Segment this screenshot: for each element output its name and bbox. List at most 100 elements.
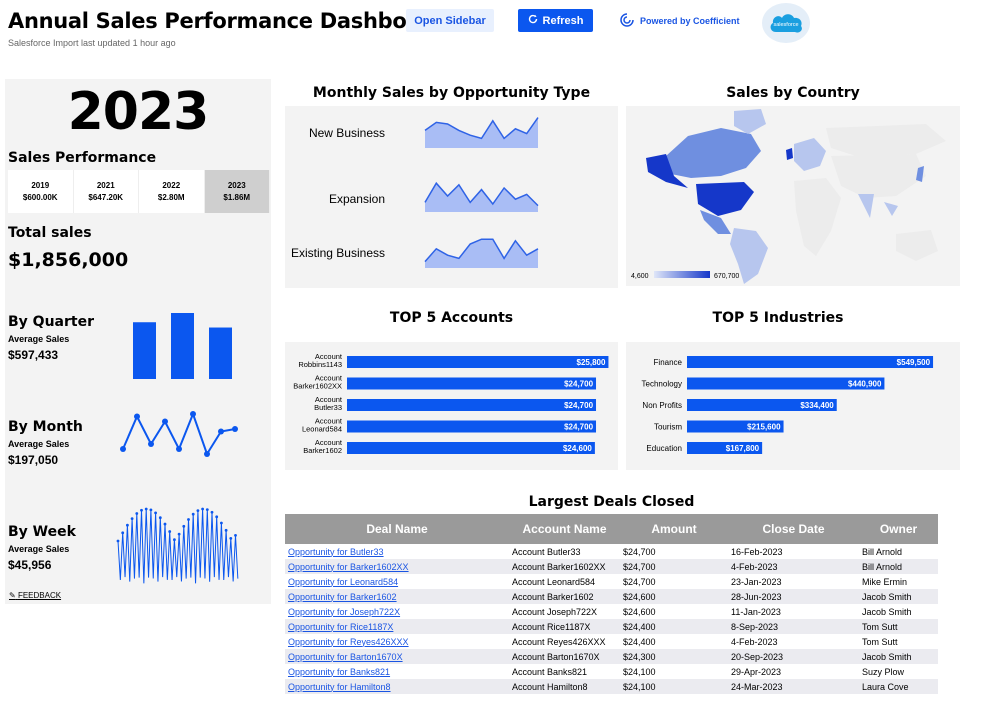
by-quarter-title: By Quarter [8, 314, 94, 330]
table-cell: 24-Mar-2023 [728, 679, 859, 694]
table-cell: Tom Sutt [862, 636, 898, 647]
month-point [190, 411, 196, 417]
open-sidebar-button[interactable]: Open Sidebar [406, 9, 494, 32]
deal-link[interactable]: Opportunity for Barker1602XX [285, 559, 509, 574]
monthly-sales-panel: New Business Expansion Existing Business [285, 106, 618, 288]
table-row: Opportunity for Hamilton8 Account Hamilto… [285, 679, 938, 694]
map-australia [896, 230, 938, 261]
column-header[interactable]: Close Date [728, 514, 859, 544]
deal-link[interactable]: Opportunity for Hamilton8 [285, 679, 509, 694]
month-line-chart [120, 411, 238, 457]
week-point [234, 533, 237, 537]
industry-label: Tourism [654, 423, 682, 432]
week-point [144, 507, 148, 511]
deal-link[interactable]: Opportunity for Rice1187X [285, 619, 509, 634]
account-value-label: $24,700 [564, 423, 593, 432]
table-cell: Jacob Smith [859, 649, 938, 664]
table-cell: $24,300 [620, 649, 728, 664]
account-label-line1: Account [315, 352, 343, 361]
industry-value-label: $440,900 [848, 380, 882, 389]
year-tab-value: $1.86M [223, 192, 251, 202]
industry-value-label: $334,400 [800, 401, 834, 410]
week-point [158, 516, 162, 520]
map-usa [696, 182, 754, 216]
feedback-label: FEEDBACK [17, 591, 62, 600]
month-point [204, 451, 210, 457]
map-mexico [700, 210, 731, 234]
week-point [173, 538, 176, 542]
largest-deals-title: Largest Deals Closed [528, 494, 695, 510]
by-month-title: By Month [8, 419, 83, 435]
year-tab-year: 2019 [31, 180, 50, 190]
account-label-line2: Barker1602XX [293, 382, 342, 391]
pencil-icon: ✎ [9, 591, 16, 600]
week-point [149, 508, 153, 512]
year-tab-2019[interactable]: 2019 $600.00K [8, 170, 74, 213]
industry-label: Non Profits [642, 401, 682, 410]
deal-link[interactable]: Opportunity for Leonard584 [288, 576, 399, 587]
column-header[interactable]: Deal Name [285, 514, 509, 544]
account-value-label: $24,700 [564, 401, 593, 410]
top-accounts-title: TOP 5 Accounts [389, 310, 514, 326]
table-cell: Account Barton1670X [509, 649, 620, 664]
table-cell: $24,100 [620, 679, 728, 694]
map-europe [794, 138, 826, 171]
table-cell: Bill Arnold [862, 546, 903, 557]
table-cell: Account Reyes426XXX [512, 636, 606, 647]
table-cell: Account Butler33 [512, 546, 581, 557]
industry-value-label: $549,500 [897, 358, 931, 367]
year-tab-2021[interactable]: 2021 $647.20K [74, 170, 139, 213]
by-month-value: $197,050 [8, 453, 59, 467]
year-tab-2023[interactable]: 2023 $1.86M [204, 170, 270, 213]
account-label-line2: Butler33 [314, 403, 342, 412]
table-cell: Account Joseph722X [512, 606, 598, 617]
week-point [182, 524, 186, 528]
table-row: Opportunity for Barker1602 Account Barker… [285, 589, 938, 604]
table-cell: 23-Jan-2023 [731, 576, 782, 587]
column-header[interactable]: Amount [620, 514, 728, 544]
map-alaska [646, 154, 688, 188]
column-header[interactable]: Account Name [509, 514, 620, 544]
week-point [163, 522, 167, 526]
year-tab-2022[interactable]: 2022 $2.80M [139, 170, 205, 213]
monthly-sales-title: Monthly Sales by Opportunity Type [312, 85, 591, 101]
account-bar [347, 399, 597, 411]
table-cell: Laura Cove [859, 679, 938, 694]
year-tabs: 2019 $600.00K 2021 $647.20K 2022 $2.80M 2023 $1… [8, 170, 270, 213]
industry-value-label: $215,600 [747, 423, 781, 432]
month-point [162, 418, 168, 425]
table-cell: 8-Sep-2023 [728, 619, 859, 634]
deal-link[interactable]: Opportunity for Joseph722X [288, 606, 401, 617]
table-cell: 20-Sep-2023 [728, 649, 859, 664]
top-industries-title: TOP 5 Industries [712, 310, 844, 326]
deal-link[interactable]: Opportunity for Barker1602 [285, 589, 509, 604]
table-cell: $24,600 [620, 589, 728, 604]
map-japan [916, 166, 924, 182]
map-greenland [734, 109, 766, 134]
table-cell: 16-Feb-2023 [731, 546, 783, 557]
industry-bar [687, 420, 784, 433]
table-cell: Tom Sutt [859, 619, 938, 634]
map-legend-gradient [654, 271, 710, 278]
column-header[interactable]: Owner [859, 514, 938, 544]
powered-by-coefficient[interactable]: Powered by Coefficient [620, 13, 740, 29]
quarter-bar [133, 322, 156, 379]
by-quarter-value: $597,433 [8, 348, 59, 362]
deal-link[interactable]: Opportunity for Reyes426XXX [288, 636, 409, 647]
world-map: 4,600 670,700 [631, 109, 946, 284]
top-accounts-panel: Account Robbins1143 $25,800 Account Barker16… [285, 342, 618, 470]
last-updated-text: Salesforce Import last updated 1 hour ag… [8, 38, 176, 48]
account-label-line2: Leonard584 [302, 425, 342, 434]
table-cell: Account Hamilton8 [509, 679, 620, 694]
feedback-link[interactable]: ✎ FEEDBACK [9, 591, 61, 600]
deal-link[interactable]: Opportunity for Butler33 [288, 546, 384, 557]
deal-link[interactable]: Opportunity for Barton1670X [285, 649, 509, 664]
table-cell: $24,100 [623, 666, 656, 677]
refresh-button[interactable]: Refresh [518, 9, 593, 32]
deal-link[interactable]: Opportunity for Banks821 [288, 666, 391, 677]
week-point [187, 518, 190, 521]
week-point [215, 515, 219, 519]
salesforce-logo: salesforce [762, 3, 810, 43]
week-point [177, 532, 181, 536]
